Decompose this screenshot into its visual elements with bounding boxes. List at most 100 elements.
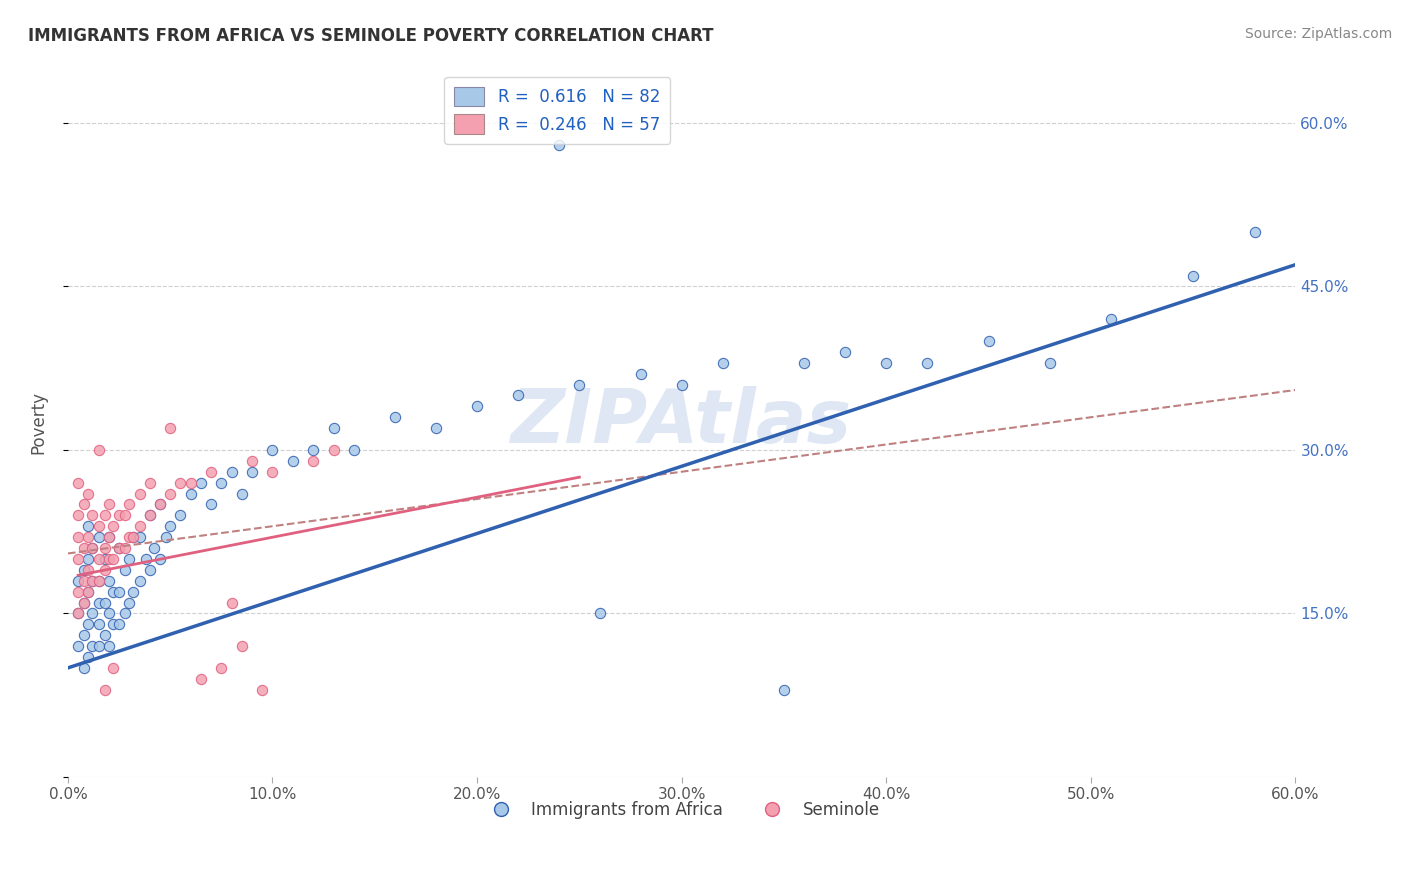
Point [138, 508, 160, 523]
Point [128, 519, 150, 533]
Point [108, 508, 131, 523]
Point [159, 486, 181, 500]
Point [114, 563, 136, 577]
Point [93, 595, 115, 609]
Point [87, 574, 110, 588]
Point [73, 595, 96, 609]
Point [568, 377, 591, 392]
Point [114, 607, 136, 621]
Point [97, 497, 120, 511]
Point [93, 552, 115, 566]
Point [149, 552, 172, 566]
Point [322, 421, 344, 435]
Point [82, 574, 104, 588]
Point [77, 486, 100, 500]
Point [73, 563, 96, 577]
Point [82, 639, 104, 653]
Point [135, 552, 157, 566]
Point [138, 508, 160, 523]
Point [73, 661, 96, 675]
Point [87, 595, 110, 609]
Point [122, 584, 145, 599]
Point [122, 530, 145, 544]
Point [93, 682, 115, 697]
Point [97, 607, 120, 621]
Point [77, 563, 100, 577]
Point [159, 519, 181, 533]
Point [773, 682, 796, 697]
Point [87, 617, 110, 632]
Point [209, 661, 232, 675]
Point [343, 442, 366, 457]
Point [169, 508, 191, 523]
Point [240, 454, 263, 468]
Point [82, 541, 104, 555]
Point [118, 530, 141, 544]
Legend: Immigrants from Africa, Seminole: Immigrants from Africa, Seminole [477, 794, 886, 825]
Point [128, 486, 150, 500]
Point [77, 530, 100, 544]
Point [73, 541, 96, 555]
Point [93, 628, 115, 642]
Point [114, 541, 136, 555]
Point [159, 421, 181, 435]
Text: ZIPAtlas: ZIPAtlas [512, 386, 852, 459]
Point [169, 475, 191, 490]
Point [108, 584, 131, 599]
Point [221, 465, 243, 479]
Point [302, 442, 325, 457]
Point [875, 356, 897, 370]
Point [67, 639, 90, 653]
Point [1182, 268, 1205, 283]
Point [67, 584, 90, 599]
Point [82, 541, 104, 555]
Point [108, 617, 131, 632]
Point [87, 442, 110, 457]
Point [108, 541, 131, 555]
Point [101, 552, 124, 566]
Point [67, 607, 90, 621]
Point [671, 377, 693, 392]
Point [149, 497, 172, 511]
Point [142, 541, 165, 555]
Point [128, 530, 150, 544]
Text: Source: ZipAtlas.com: Source: ZipAtlas.com [1244, 27, 1392, 41]
Point [190, 672, 212, 686]
Point [108, 541, 131, 555]
Point [93, 508, 115, 523]
Point [114, 508, 136, 523]
Text: IMMIGRANTS FROM AFRICA VS SEMINOLE POVERTY CORRELATION CHART: IMMIGRANTS FROM AFRICA VS SEMINOLE POVER… [28, 27, 714, 45]
Point [73, 574, 96, 588]
Point [97, 552, 120, 566]
Point [97, 574, 120, 588]
Point [138, 563, 160, 577]
Point [834, 344, 856, 359]
Point [101, 661, 124, 675]
Point [190, 475, 212, 490]
Point [101, 519, 124, 533]
Point [122, 530, 145, 544]
Point [915, 356, 938, 370]
Point [87, 552, 110, 566]
Point [93, 541, 115, 555]
Point [93, 563, 115, 577]
Point [138, 475, 160, 490]
Point [67, 607, 90, 621]
Point [118, 552, 141, 566]
Point [322, 442, 344, 457]
Point [73, 628, 96, 642]
Point [77, 552, 100, 566]
Point [87, 519, 110, 533]
Point [82, 574, 104, 588]
Point [200, 465, 222, 479]
Point [155, 530, 177, 544]
Point [200, 497, 222, 511]
Point [221, 595, 243, 609]
Y-axis label: Poverty: Poverty [30, 392, 46, 454]
Point [252, 682, 274, 697]
Point [589, 607, 612, 621]
Point [67, 475, 90, 490]
Point [87, 574, 110, 588]
Point [548, 137, 571, 152]
Point [465, 400, 488, 414]
